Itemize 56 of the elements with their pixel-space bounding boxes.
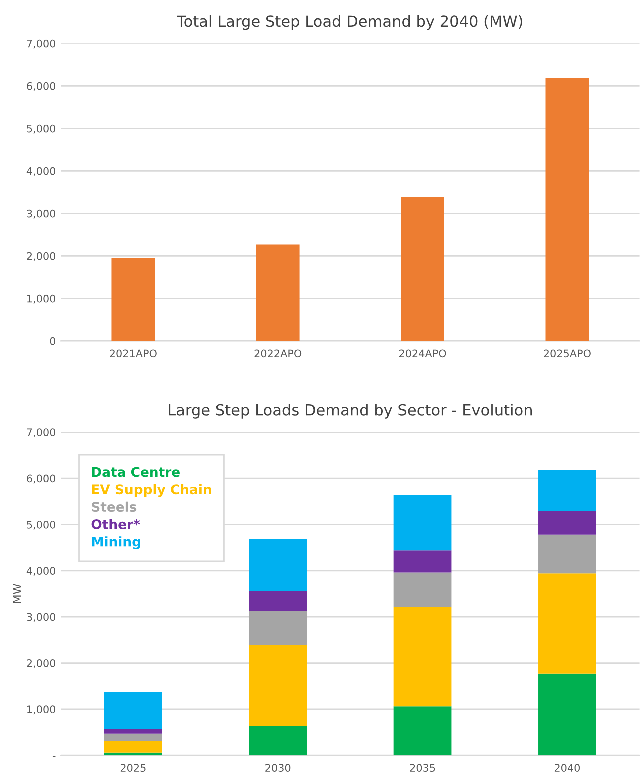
x-tick-label: 2024APO xyxy=(399,350,446,358)
bar xyxy=(104,729,162,734)
y-tick-label: 3,000 xyxy=(27,210,56,219)
x-tick-label: 2025 xyxy=(120,764,146,772)
bar xyxy=(104,741,162,753)
x-tick-label: 2030 xyxy=(266,764,291,772)
bar xyxy=(538,470,596,512)
y-tick-label: 7,000 xyxy=(27,428,56,438)
y-tick-label: 7,000 xyxy=(27,40,56,49)
bar xyxy=(249,645,308,726)
y-tick-label: - xyxy=(52,756,56,758)
text: Other* xyxy=(92,519,140,530)
y-tick-label: 4,000 xyxy=(26,567,56,576)
y-tick-label: 3,000 xyxy=(27,613,56,622)
y-tick-label: 4,000 xyxy=(26,167,56,176)
y-tick-label: 6,000 xyxy=(27,82,56,92)
bar xyxy=(538,534,596,574)
bar xyxy=(104,752,162,756)
y-tick-label: 1,000 xyxy=(28,706,56,715)
text: Steels xyxy=(92,502,137,512)
bar xyxy=(249,591,308,612)
bar xyxy=(401,197,444,342)
bar xyxy=(538,574,596,674)
chart-title: Total Large Step Load Demand by 2040 (MW) xyxy=(177,15,522,30)
bar xyxy=(394,572,452,608)
bar xyxy=(538,674,596,756)
bar xyxy=(249,726,308,756)
y-tick-label: 2,000 xyxy=(27,252,56,262)
y-tick-label: 2,000 xyxy=(27,659,56,668)
text: Mining xyxy=(92,536,140,550)
bar xyxy=(256,244,300,342)
x-tick-label: 2035 xyxy=(410,764,436,772)
y-axis-title: MW xyxy=(13,584,22,604)
bar xyxy=(546,78,590,342)
bar xyxy=(104,734,162,742)
x-tick-label: 2022APO xyxy=(254,350,302,358)
x-tick-label: 2040 xyxy=(554,764,580,772)
y-tick-label: 5,000 xyxy=(27,520,56,530)
x-tick-label: 2021APO xyxy=(110,350,157,358)
chart-title: Large Step Loads Demand by Sector - Evolution xyxy=(169,404,532,419)
bar xyxy=(394,706,452,756)
bar xyxy=(112,258,156,342)
text: EV Supply Chain xyxy=(92,484,212,498)
x-tick-label: 2025APO xyxy=(544,350,591,358)
bar xyxy=(249,612,308,646)
bar xyxy=(104,692,162,730)
text: Data Centre xyxy=(92,467,180,478)
bar xyxy=(394,607,452,707)
y-tick-label: 6,000 xyxy=(27,474,56,484)
y-tick-label: 5,000 xyxy=(27,124,56,134)
y-tick-label: 1,000 xyxy=(28,294,56,304)
bar xyxy=(538,511,596,535)
y-tick-label: 0 xyxy=(50,337,56,346)
bar xyxy=(394,495,452,551)
bar xyxy=(394,550,452,573)
bar xyxy=(249,539,308,592)
